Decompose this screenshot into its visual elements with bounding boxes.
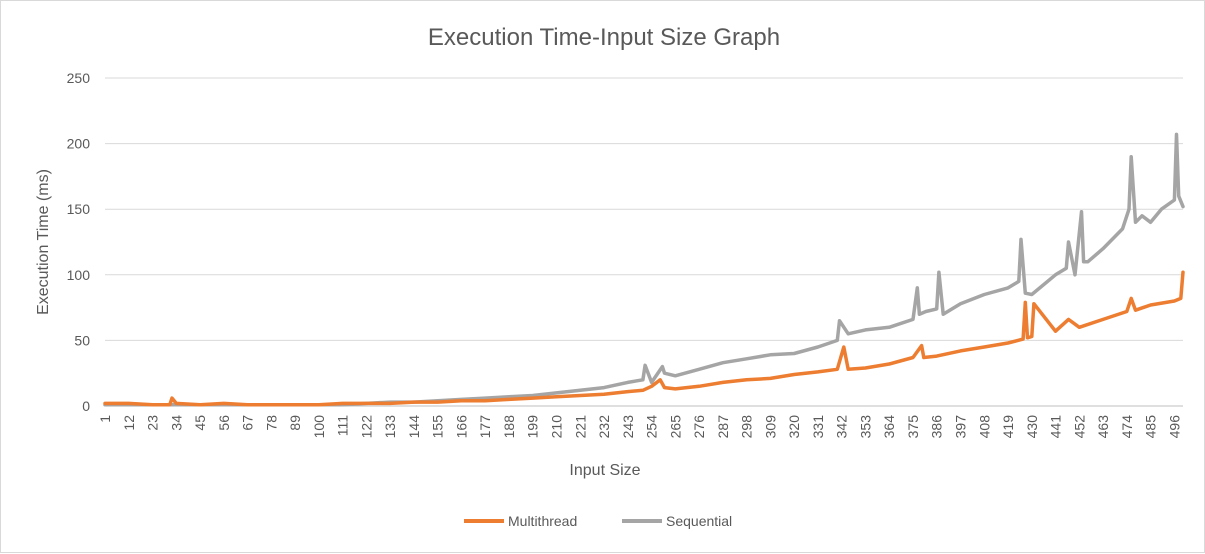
legend-label-multithread: Multithread bbox=[508, 513, 577, 529]
x-tick-label: 188 bbox=[501, 415, 517, 439]
y-tick-label: 0 bbox=[82, 398, 90, 414]
x-tick-label: 309 bbox=[762, 415, 778, 439]
y-tick-label: 200 bbox=[67, 136, 91, 152]
x-tick-label: 287 bbox=[715, 415, 731, 439]
x-tick-label: 375 bbox=[905, 415, 921, 439]
x-tick-label: 485 bbox=[1143, 415, 1159, 439]
legend: Multithread Sequential bbox=[464, 513, 732, 529]
x-tick-label: 111 bbox=[335, 415, 351, 436]
x-tick-label: 408 bbox=[976, 415, 992, 439]
x-tick-label: 221 bbox=[572, 415, 588, 439]
x-tick-label: 320 bbox=[786, 415, 802, 439]
x-tick-label: 89 bbox=[287, 415, 303, 431]
x-tick-label: 199 bbox=[525, 415, 541, 439]
x-tick-label: 243 bbox=[620, 415, 636, 439]
x-tick-label: 34 bbox=[168, 415, 184, 431]
x-tick-label: 364 bbox=[881, 415, 897, 439]
x-tick-label: 12 bbox=[121, 415, 137, 431]
plot-area bbox=[103, 132, 1185, 407]
x-tick-label: 210 bbox=[549, 415, 565, 439]
x-tick-label: 177 bbox=[477, 415, 493, 439]
x-tick-label: 386 bbox=[929, 415, 945, 439]
x-tick-label: 353 bbox=[857, 415, 873, 439]
legend-label-sequential: Sequential bbox=[666, 513, 732, 529]
x-tick-label: 419 bbox=[1000, 415, 1016, 439]
x-tick-label: 265 bbox=[667, 415, 683, 439]
x-tick-label: 133 bbox=[382, 415, 398, 439]
x-axis-title: Input Size bbox=[569, 462, 640, 479]
x-tick-label: 474 bbox=[1119, 415, 1135, 439]
y-tick-label: 150 bbox=[67, 201, 91, 217]
x-tick-label: 67 bbox=[240, 415, 256, 431]
x-tick-label: 276 bbox=[691, 415, 707, 439]
x-tick-label: 45 bbox=[192, 415, 208, 431]
y-axis-ticks: 0 50 100 150 200 250 bbox=[67, 70, 91, 414]
x-tick-label: 232 bbox=[596, 415, 612, 439]
x-tick-label: 331 bbox=[810, 415, 826, 439]
x-tick-label: 144 bbox=[406, 415, 422, 439]
y-tick-label: 100 bbox=[67, 267, 91, 283]
x-tick-label: 298 bbox=[739, 415, 755, 439]
x-tick-label: 122 bbox=[358, 415, 374, 439]
x-tick-label: 23 bbox=[145, 415, 161, 431]
x-tick-label: 56 bbox=[216, 415, 232, 431]
gridlines bbox=[105, 77, 1183, 407]
x-tick-label: 78 bbox=[263, 415, 279, 431]
y-tick-label: 50 bbox=[74, 332, 90, 348]
chart-title: Execution Time-Input Size Graph bbox=[428, 24, 780, 51]
x-tick-label: 496 bbox=[1166, 415, 1182, 439]
x-tick-label: 463 bbox=[1095, 415, 1111, 439]
y-axis-title: Execution Time (ms) bbox=[35, 169, 52, 315]
x-tick-label: 430 bbox=[1024, 415, 1040, 439]
x-tick-label: 254 bbox=[644, 415, 660, 439]
x-tick-label: 342 bbox=[834, 415, 850, 439]
y-tick-label: 250 bbox=[67, 70, 91, 86]
x-tick-label: 452 bbox=[1071, 415, 1087, 439]
x-tick-label: 100 bbox=[311, 415, 327, 439]
x-tick-label: 1 bbox=[97, 415, 113, 423]
x-tick-label: 397 bbox=[952, 415, 968, 439]
x-axis-ticks: 1 12 23 34 45 56 67 78 89 100 111 122 133 144 155 166 17… bbox=[97, 415, 1182, 439]
x-tick-label: 441 bbox=[1048, 415, 1064, 439]
x-tick-label: 155 bbox=[430, 415, 446, 439]
x-tick-label: 166 bbox=[453, 415, 469, 439]
series-line-sequential bbox=[103, 132, 1185, 407]
series-line-multithread bbox=[103, 270, 1185, 407]
